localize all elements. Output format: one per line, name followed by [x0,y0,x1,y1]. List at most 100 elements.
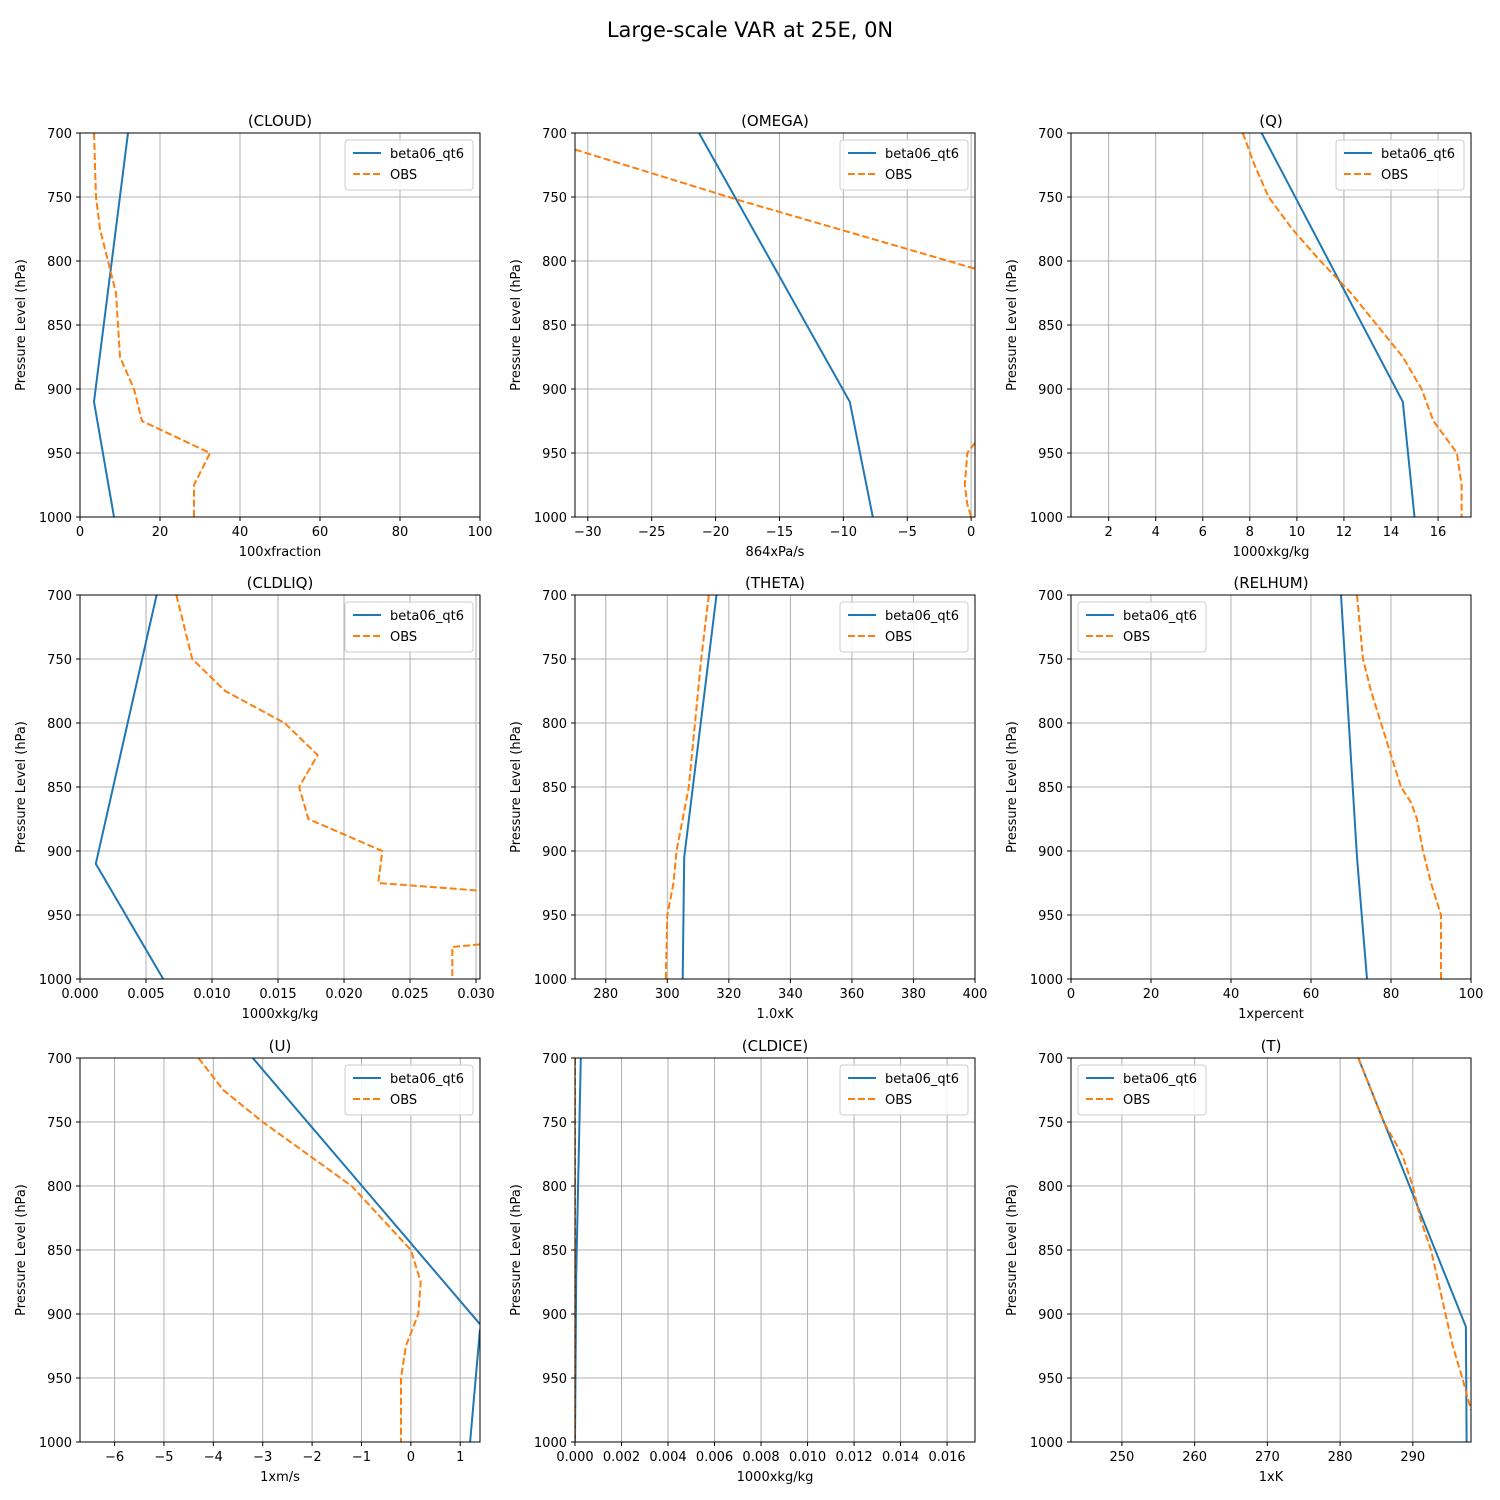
x-axis-label: 864xPa/s [746,545,805,560]
series-line-obs [175,595,480,979]
x-tick-label: 100 [1459,987,1484,1002]
x-tick-label: 12 [1336,525,1353,540]
y-tick-label: 750 [47,1116,72,1131]
x-tick-label: 14 [1383,525,1400,540]
x-tick-label: 0.016 [928,1450,965,1465]
legend: beta06_qt6 OBS [839,1064,969,1116]
y-tick-label: 950 [542,1372,567,1387]
x-tick-label: 0.010 [789,1450,826,1465]
x-tick-label: 80 [392,525,409,540]
x-axis-label: 1xpercent [1238,1007,1304,1022]
x-tick-label: 0.004 [649,1450,686,1465]
y-tick-label: 850 [1038,319,1063,334]
x-tick-label: 300 [655,987,680,1002]
y-tick-label: 900 [542,383,567,398]
x-tick-label: 260 [1182,1450,1207,1465]
legend-label: OBS [885,1093,912,1108]
legend: beta06_qt6 OBS [344,601,474,653]
legend: beta06_qt6 OBS [344,139,474,191]
y-tick-label: 700 [542,589,567,604]
y-tick-label: 700 [47,589,72,604]
x-tick-label: −20 [702,525,729,540]
y-tick-label: 700 [1038,589,1063,604]
y-tick-label: 750 [1038,191,1063,206]
legend-label: OBS [1123,1093,1150,1108]
y-tick-label: 800 [542,1180,567,1195]
x-tick-label: 1 [456,1450,464,1465]
x-tick-label: 0.015 [259,987,296,1002]
x-tick-label: 280 [593,987,618,1002]
y-axis-label: Pressure Level (hPa) [1005,721,1020,853]
x-tick-label: 0.002 [603,1450,640,1465]
y-tick-label: 750 [542,1116,567,1131]
y-tick-label: 950 [542,909,567,924]
series-line-beta06-qt6 [94,595,165,979]
y-tick-label: 1000 [1030,1436,1063,1451]
x-axis-label: 1000xkg/kg [242,1007,319,1022]
x-axis-label: 1000xkg/kg [737,1470,814,1485]
y-tick-label: 1000 [534,973,567,988]
x-tick-label: 0.014 [882,1450,919,1465]
y-tick-label: 750 [542,191,567,206]
subplot-cldice: 0.000 0.002 0.004 0.006 0.008 0.010 0.012 0.014… [509,1037,976,1485]
y-tick-label: 750 [47,191,72,206]
x-tick-label: 280 [1328,1450,1353,1465]
x-tick-label: 0.000 [61,987,98,1002]
y-tick-label: 950 [47,447,72,462]
subplot-title: (THETA) [745,574,805,592]
x-tick-label: 360 [840,987,865,1002]
series-line-obs [575,148,975,517]
x-tick-label: −4 [204,1450,223,1465]
x-tick-label: 100 [468,525,493,540]
y-tick-label: 800 [47,255,72,270]
y-axis-label: Pressure Level (hPa) [14,1184,29,1316]
y-tick-label: 700 [1038,1052,1063,1067]
y-tick-label: 900 [47,1308,72,1323]
x-tick-label: 16 [1430,525,1447,540]
x-tick-label: −6 [105,1450,124,1465]
y-tick-label: 950 [1038,447,1063,462]
subplot-cldliq: 0.000 0.005 0.010 0.015 0.020 0.025 0.030 700 75… [14,574,495,1022]
y-tick-label: 800 [47,1180,72,1195]
x-tick-label: 40 [232,525,249,540]
x-tick-label: 0.012 [835,1450,872,1465]
legend-label: beta06_qt6 [1381,147,1455,162]
x-tick-label: 0 [76,525,84,540]
y-axis-label: Pressure Level (hPa) [509,1184,524,1316]
x-tick-label: 320 [716,987,741,1002]
subplot-q: 2 4 6 8 10 12 14 16 700 750 800 850 900 950 1000 (Q) 100… [1005,112,1472,560]
y-tick-label: 850 [542,781,567,796]
x-tick-label: 380 [901,987,926,1002]
x-tick-label: 0 [967,525,975,540]
series-line-beta06-qt6 [681,595,718,979]
y-axis-label: Pressure Level (hPa) [1005,1184,1020,1316]
subplot-cloud: 0 20 40 60 80 100 700 750 800 850 900 950 1000 (CLOUD… [14,112,492,560]
y-tick-label: 1000 [39,1436,72,1451]
subplot-t: 250 260 270 280 290 700 750 800 850 900 950 1000 (T)… [1005,1037,1472,1485]
x-tick-label: 0.000 [556,1450,593,1465]
y-tick-label: 850 [542,1244,567,1259]
legend-label: beta06_qt6 [390,147,464,162]
legend-label: OBS [390,630,417,645]
series-line-obs [93,133,212,517]
subplot-grid: 0 20 40 60 80 1007007508008509009501000(CLOUD… [14,112,1483,1485]
y-tick-label: 700 [47,127,72,142]
subplot-title: (U) [269,1037,292,1055]
series-line-beta06-qt6 [1357,1058,1468,1442]
x-axis-label: 1xK [1259,1470,1284,1485]
legend-label: beta06_qt6 [1123,1072,1197,1087]
series-line-obs [197,1058,422,1442]
legend-label: beta06_qt6 [885,1072,959,1087]
x-tick-label: 60 [1303,987,1320,1002]
y-tick-label: 950 [47,909,72,924]
legend: beta06_qt6 OBS [1077,1064,1207,1116]
y-tick-label: 1000 [534,511,567,526]
subplot-u: −6 −5 −4 −3 −2 −1 0 1 700 750 800 850 900 950 1000 (U) 1… [14,1037,481,1485]
legend-label: beta06_qt6 [390,609,464,624]
x-tick-label: 40 [1223,987,1240,1002]
y-tick-label: 950 [542,447,567,462]
legend: beta06_qt6 OBS [1335,139,1465,191]
series-line-beta06-qt6 [698,133,874,517]
y-tick-label: 800 [47,717,72,732]
legend-label: OBS [390,1093,417,1108]
